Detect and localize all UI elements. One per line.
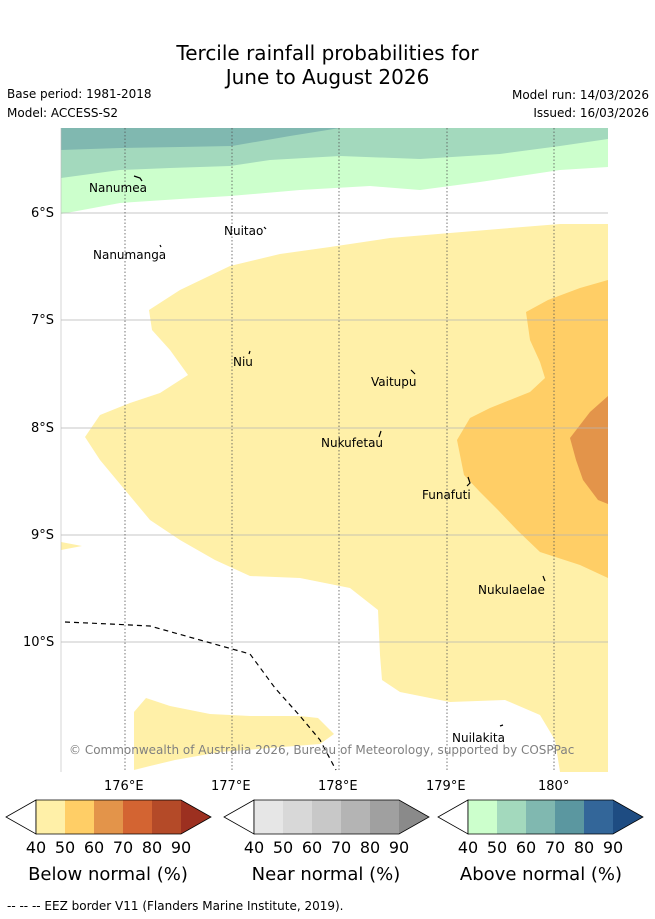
map-title-line1: Tercile rainfall probabilities for [176, 41, 479, 65]
tick-label: 50 [486, 838, 508, 857]
colorbar-segment [468, 800, 497, 834]
colorbar-segment [312, 800, 341, 834]
colorbar-title-near: Near normal (%) [251, 864, 401, 885]
tick-label: 50 [54, 838, 76, 857]
place-label-nukulaelae: Nukulaelae [478, 583, 545, 597]
island-mark-vaitupu [410, 369, 416, 375]
colorbar-segment [526, 800, 555, 834]
lon-label-178e: 178°E [318, 779, 358, 794]
colorbar-outline [467, 799, 644, 835]
below-normal-40-sliver [61, 542, 82, 550]
island-mark-niu [248, 350, 251, 355]
colorbar-under-triangle [5, 799, 37, 835]
tick-label: 40 [243, 838, 265, 857]
colorbar-segment [36, 800, 65, 834]
tick-label: 60 [515, 838, 537, 857]
lon-label-176e: 176°E [104, 779, 144, 794]
tick-label: 60 [83, 838, 105, 857]
lon-label-179e: 179°E [426, 779, 466, 794]
colorbar-ticks-below: 40 50 60 70 80 90 40 50 60 70 80 90 40 5… [0, 838, 655, 858]
colorbar-over-triangle [399, 800, 429, 834]
colorbar-segment [123, 800, 152, 834]
tick-label: 60 [301, 838, 323, 857]
place-label-niu: Niu [233, 355, 253, 369]
tick-label: 40 [25, 838, 47, 857]
colorbar-over-triangle [181, 800, 211, 834]
colorbar-segment [555, 800, 584, 834]
lat-label-8s: 8°S [31, 421, 55, 436]
colorbar-segment [584, 800, 613, 834]
colorbar-under-triangle [437, 799, 469, 835]
tick-label: 90 [388, 838, 410, 857]
tick-label: 90 [602, 838, 624, 857]
below-normal-50-region [457, 280, 608, 578]
tick-label: 80 [359, 838, 381, 857]
base-period: Base period: 1981-2018 [7, 87, 152, 101]
map-title-line2: June to August 2026 [225, 65, 430, 89]
colorbar-below-normal [5, 799, 212, 835]
tick-label: 40 [457, 838, 479, 857]
below-normal-40-patch [134, 698, 334, 770]
tick-label: 70 [112, 838, 134, 857]
lat-label-7s: 7°S [31, 313, 55, 328]
colorbar-outline [35, 799, 212, 835]
island-mark-nukulaelae [542, 575, 546, 582]
colorbar-segment [254, 800, 283, 834]
colorbar-segment [65, 800, 94, 834]
tick-label: 50 [272, 838, 294, 857]
island-mark-nanumanga [159, 244, 162, 248]
place-label-nanumea: Nanumea [89, 181, 147, 195]
model-name: Model: ACCESS-S2 [7, 106, 119, 120]
eez-border [64, 621, 337, 771]
place-label-nukufetau: Nukufetau [321, 436, 384, 450]
above-normal-60-region [61, 128, 340, 150]
below-normal-60-region [570, 396, 608, 504]
colorbar-outline [253, 799, 430, 835]
lat-label-10s: 10°S [23, 635, 55, 650]
legend-colorbars [5, 799, 644, 835]
colorbar-above-normal [437, 799, 644, 835]
lat-label-6s: 6°S [31, 206, 55, 221]
copyright-note: © Commonwealth of Australia 2026, Bureau… [69, 743, 575, 757]
below-normal-40-region [85, 224, 608, 772]
tick-label: 70 [330, 838, 352, 857]
place-label-nuilakita: Nuilakita [452, 731, 505, 745]
lon-label-180: 180° [538, 779, 570, 794]
tick-label: 70 [544, 838, 566, 857]
colorbar-segment [497, 800, 526, 834]
eez-footnote: -- -- -- EEZ border V11 (Flanders Marine… [7, 899, 344, 913]
model-run: Model run: 14/03/2026 [511, 88, 649, 102]
colorbar-segment [370, 800, 399, 834]
tick-label: 80 [141, 838, 163, 857]
place-label-vaitupu: Vaitupu [371, 375, 417, 389]
colorbar-over-triangle [613, 800, 643, 834]
issued-date: Issued: 16/03/2026 [533, 106, 649, 120]
lat-label-9s: 9°S [31, 528, 55, 543]
colorbar-segment [283, 800, 312, 834]
colorbar-segment [341, 800, 370, 834]
colorbar-title-above: Above normal (%) [459, 864, 623, 885]
place-label-nanumanga: Nanumanga [93, 248, 167, 262]
island-mark-nanumea [133, 175, 143, 182]
island-mark-nuitao [263, 226, 267, 230]
place-label-nuitao: Nuitao [224, 224, 264, 238]
colorbar-segment [152, 800, 181, 834]
lon-label-177e: 177°E [211, 779, 251, 794]
colorbar-near-normal [223, 799, 430, 835]
colorbar-segment [94, 800, 123, 834]
island-mark-nukufetau [378, 430, 382, 438]
island-mark-nuilakita [499, 724, 504, 727]
colorbar-under-triangle [223, 799, 255, 835]
tick-label: 80 [573, 838, 595, 857]
island-mark-funafuti [466, 476, 471, 487]
place-label-funafuti: Funafuti [422, 488, 471, 502]
colorbar-title-below: Below normal (%) [28, 864, 188, 885]
tick-label: 90 [170, 838, 192, 857]
